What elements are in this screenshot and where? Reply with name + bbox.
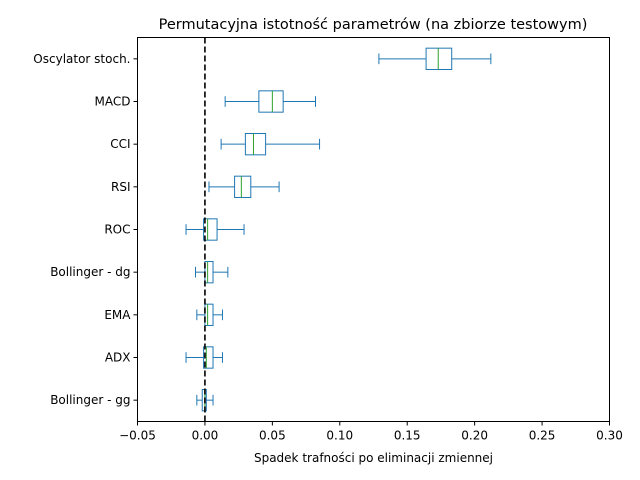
y-tick-label: CCI: [110, 137, 130, 151]
y-tick-label: RSI: [111, 180, 131, 194]
box-iqr: [234, 175, 252, 199]
y-tick-label: ADX: [105, 351, 131, 365]
box-iqr: [425, 47, 453, 71]
y-tick-label: EMA: [104, 308, 131, 322]
x-tick-label: 0.00: [192, 429, 219, 443]
x-axis-label: Spadek trafności po eliminacji zmiennej: [254, 451, 493, 465]
x-tick-label: 0.20: [461, 429, 488, 443]
plot-area: −0.05 0.00 0.05 0.10 0.15 0.20 0.25 0.30 Oscylat…: [33, 37, 623, 443]
box-iqr: [204, 261, 214, 284]
x-tick-label: 0.15: [394, 429, 421, 443]
box-iqr: [203, 346, 214, 369]
y-tick-label: MACD: [95, 95, 131, 109]
x-tick-label: −0.05: [119, 429, 156, 443]
x-tick-label: 0.30: [596, 429, 623, 443]
chart-title: Permutacyjna istotność parametrów (na zb…: [159, 17, 588, 33]
box-iqr: [244, 133, 267, 156]
plot-frame: [137, 37, 610, 422]
box-iqr: [204, 303, 214, 326]
x-tick-label: 0.25: [529, 429, 556, 443]
y-tick-label: Oscylator stoch.: [33, 52, 130, 66]
y-tick-label: ROC: [104, 223, 130, 237]
y-tick-label: Bollinger - gg: [50, 393, 130, 407]
x-tick-label: 0.05: [259, 429, 286, 443]
y-tick-label: Bollinger - dg: [50, 265, 130, 279]
box-iqr: [203, 218, 218, 241]
box-iqr: [258, 90, 284, 113]
x-tick-label: 0.10: [326, 429, 353, 443]
